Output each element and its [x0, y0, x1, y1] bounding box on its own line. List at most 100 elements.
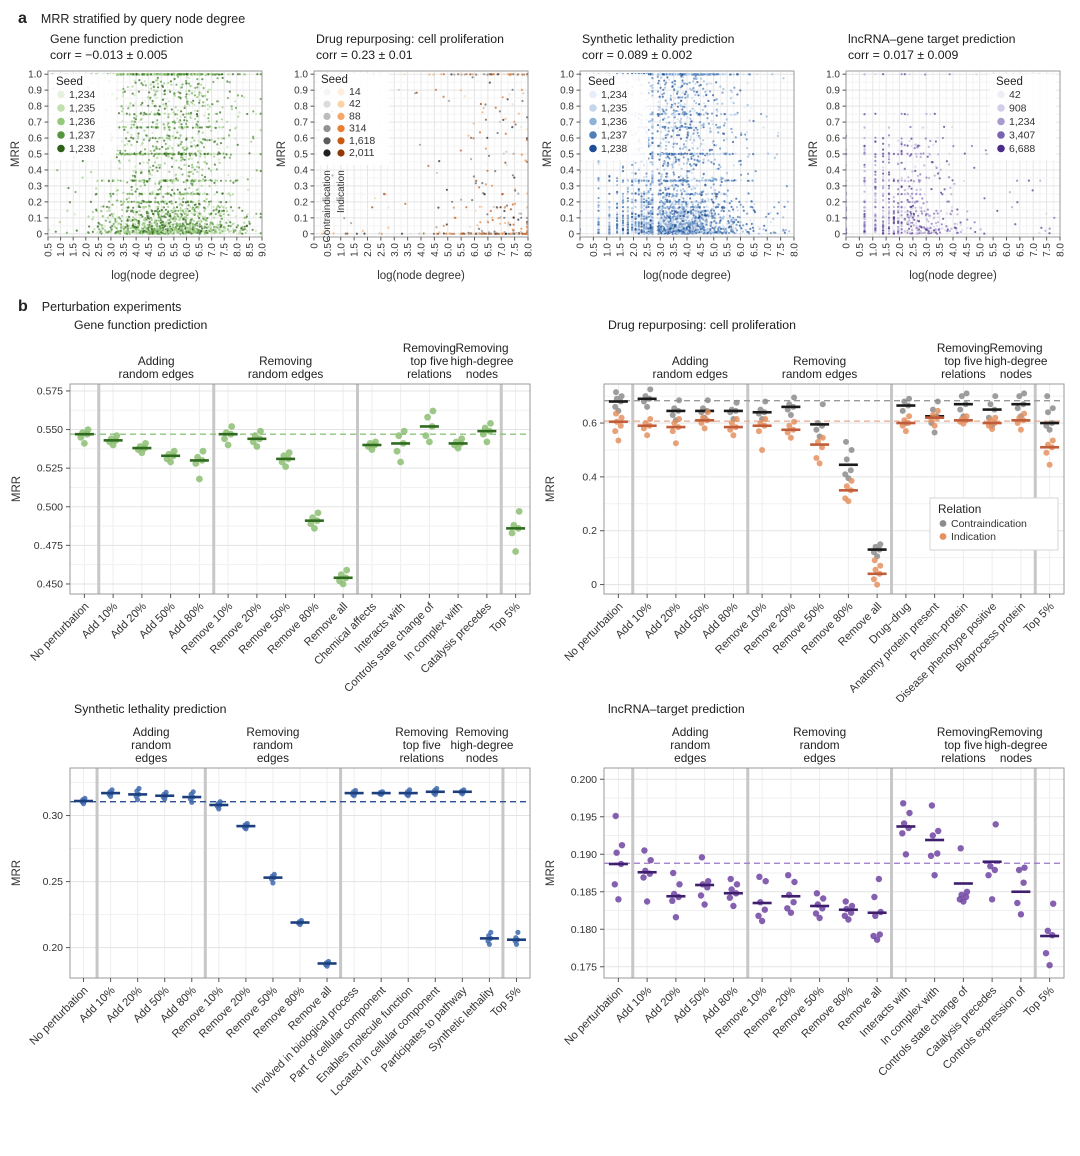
svg-text:4.5: 4.5	[430, 243, 441, 257]
panel-a-header: a MRR stratified by query node degree	[18, 10, 1080, 28]
median-bar	[925, 416, 945, 419]
median-bar	[896, 825, 916, 828]
svg-text:7.0: 7.0	[497, 243, 508, 257]
svg-text:1,234: 1,234	[69, 89, 95, 101]
svg-text:2.5: 2.5	[94, 243, 105, 257]
svg-text:Contraindication: Contraindication	[322, 170, 333, 242]
svg-text:1,237: 1,237	[69, 130, 95, 142]
y-axis: 0.200.250.30	[43, 810, 70, 954]
chart-title-block: Synthetic lethality prediction corr = 0.…	[582, 32, 806, 66]
svg-text:0.1: 0.1	[28, 213, 42, 224]
svg-text:0.3: 0.3	[294, 181, 308, 192]
median-bar	[953, 882, 973, 885]
median-bar	[723, 425, 743, 429]
svg-text:6.0: 6.0	[182, 243, 193, 257]
median-bar	[189, 459, 209, 462]
svg-text:3.0: 3.0	[106, 243, 117, 257]
median-bar	[276, 457, 296, 461]
chart-title: Synthetic lethality prediction	[582, 32, 735, 46]
chart-gene-function-strip: Gene function prediction Adding random ed…	[6, 318, 540, 702]
y-axis-label: MRR	[545, 476, 557, 502]
median-bar	[506, 527, 526, 530]
panel-b-title: Perturbation experiments	[41, 300, 182, 314]
median-bar	[290, 921, 310, 924]
x-axis-label: log(node degree)	[643, 270, 731, 282]
strip-plot-svg: AddingrandomedgesRemovingrandomedgesRemo…	[545, 725, 1065, 1079]
median-bar	[637, 397, 657, 401]
median-bar	[209, 803, 229, 807]
median-bar	[247, 437, 267, 441]
svg-text:0.7: 0.7	[294, 118, 308, 129]
svg-text:3.0: 3.0	[390, 243, 401, 257]
y-axis-label: MRR	[276, 141, 288, 167]
y-axis: 0 0.1 0.2 0.3 0.4 0.5 0.6 0.7 0.8 0.9 1.0	[294, 70, 314, 240]
median-bar	[867, 548, 887, 551]
chart-lncrna-scatter: lncRNA–gene target prediction corr = 0.0…	[806, 32, 1072, 290]
median-bar	[838, 908, 858, 912]
chart-title-block: lncRNA–gene target prediction corr = 0.0…	[848, 32, 1072, 66]
svg-text:0.4: 0.4	[294, 165, 308, 176]
svg-text:8.0: 8.0	[524, 243, 535, 257]
median-bar	[101, 791, 121, 795]
median-bar	[132, 446, 152, 450]
median-bar	[810, 443, 830, 446]
svg-text:0.4: 0.4	[28, 165, 42, 176]
svg-text:1,618: 1,618	[349, 135, 375, 147]
median-bar	[838, 489, 858, 492]
median-bar	[896, 404, 916, 407]
median-bar	[838, 463, 858, 467]
x-axis-label: log(node degree)	[111, 270, 199, 282]
plot-area	[845, 70, 1061, 238]
panel-a-charts: Gene function prediction corr = −0.013 ±…	[8, 32, 1080, 290]
y-axis-label: MRR	[10, 141, 22, 167]
scatter-points	[846, 73, 1056, 235]
y-axis-label: MRR	[545, 860, 557, 886]
median-bar	[155, 794, 175, 798]
svg-text:42: 42	[349, 98, 361, 110]
svg-text:Indication: Indication	[336, 170, 347, 213]
svg-text:0.8: 0.8	[28, 102, 42, 113]
svg-text:1.0: 1.0	[28, 70, 42, 81]
chart-title-block: Gene function prediction corr = −0.013 ±…	[50, 32, 274, 66]
median-bar	[317, 962, 337, 965]
chart-title: Gene function prediction	[74, 318, 208, 332]
scatter-plot-svg: 0 0.5 1.0 1.5 2.0 2.5 3.0 3.5 4.0 4.5 5.0 5.5 6.0 6.5…	[276, 70, 535, 282]
median-bar	[781, 405, 801, 409]
scatter-plot-svg: 0 0.5 1.0 1.5 2.0 2.5 3.0 3.5 4.0 4.5 5.0 5.5 6.0 6.5…	[808, 70, 1067, 282]
svg-text:0.9: 0.9	[294, 86, 308, 97]
median-bar	[1011, 402, 1031, 406]
plot-area	[69, 383, 531, 595]
median-bar	[752, 901, 772, 905]
chart-drug-repurposing-scatter: Drug repurposing: cell proliferation cor…	[274, 32, 540, 290]
median-bar	[479, 937, 499, 940]
chart-title: Drug repurposing: cell proliferation	[608, 318, 796, 332]
chart-title: Drug repurposing: cell proliferation	[316, 32, 504, 46]
svg-text:2.0: 2.0	[363, 243, 374, 257]
median-bar	[781, 894, 801, 898]
chart-drug-repurposing-strip: Drug repurposing: cell proliferation Add…	[540, 318, 1074, 702]
group-headers: AddingrandomedgesRemovingrandomedgesRemo…	[670, 725, 1048, 765]
median-bar	[419, 425, 439, 428]
svg-text:0.2: 0.2	[28, 197, 42, 208]
category-label: Top 5%	[489, 985, 524, 1020]
median-bar	[263, 876, 283, 879]
x-axis: 0 0.5 1.0 1.5 2.0 2.5 3.0 3.5 4.0 4.5 5.0 5.5 6.0 6.5…	[310, 237, 535, 257]
svg-text:2.5: 2.5	[376, 243, 387, 257]
chart-subtitle: corr = −0.013 ± 0.005	[50, 47, 168, 62]
median-bar	[182, 795, 202, 799]
scatter-plot-svg: 0 0.5 1.0 1.5 2.0 2.5 3.0 3.5 4.0 4.5 5.0 5.5 6.0 6.5…	[542, 70, 801, 282]
svg-text:0.9: 0.9	[28, 86, 42, 97]
panel-b-label: b	[18, 298, 28, 315]
svg-text:8.5: 8.5	[245, 243, 256, 257]
median-bar	[666, 894, 686, 898]
svg-text:Seed: Seed	[321, 74, 348, 86]
svg-text:2.0: 2.0	[81, 243, 92, 257]
